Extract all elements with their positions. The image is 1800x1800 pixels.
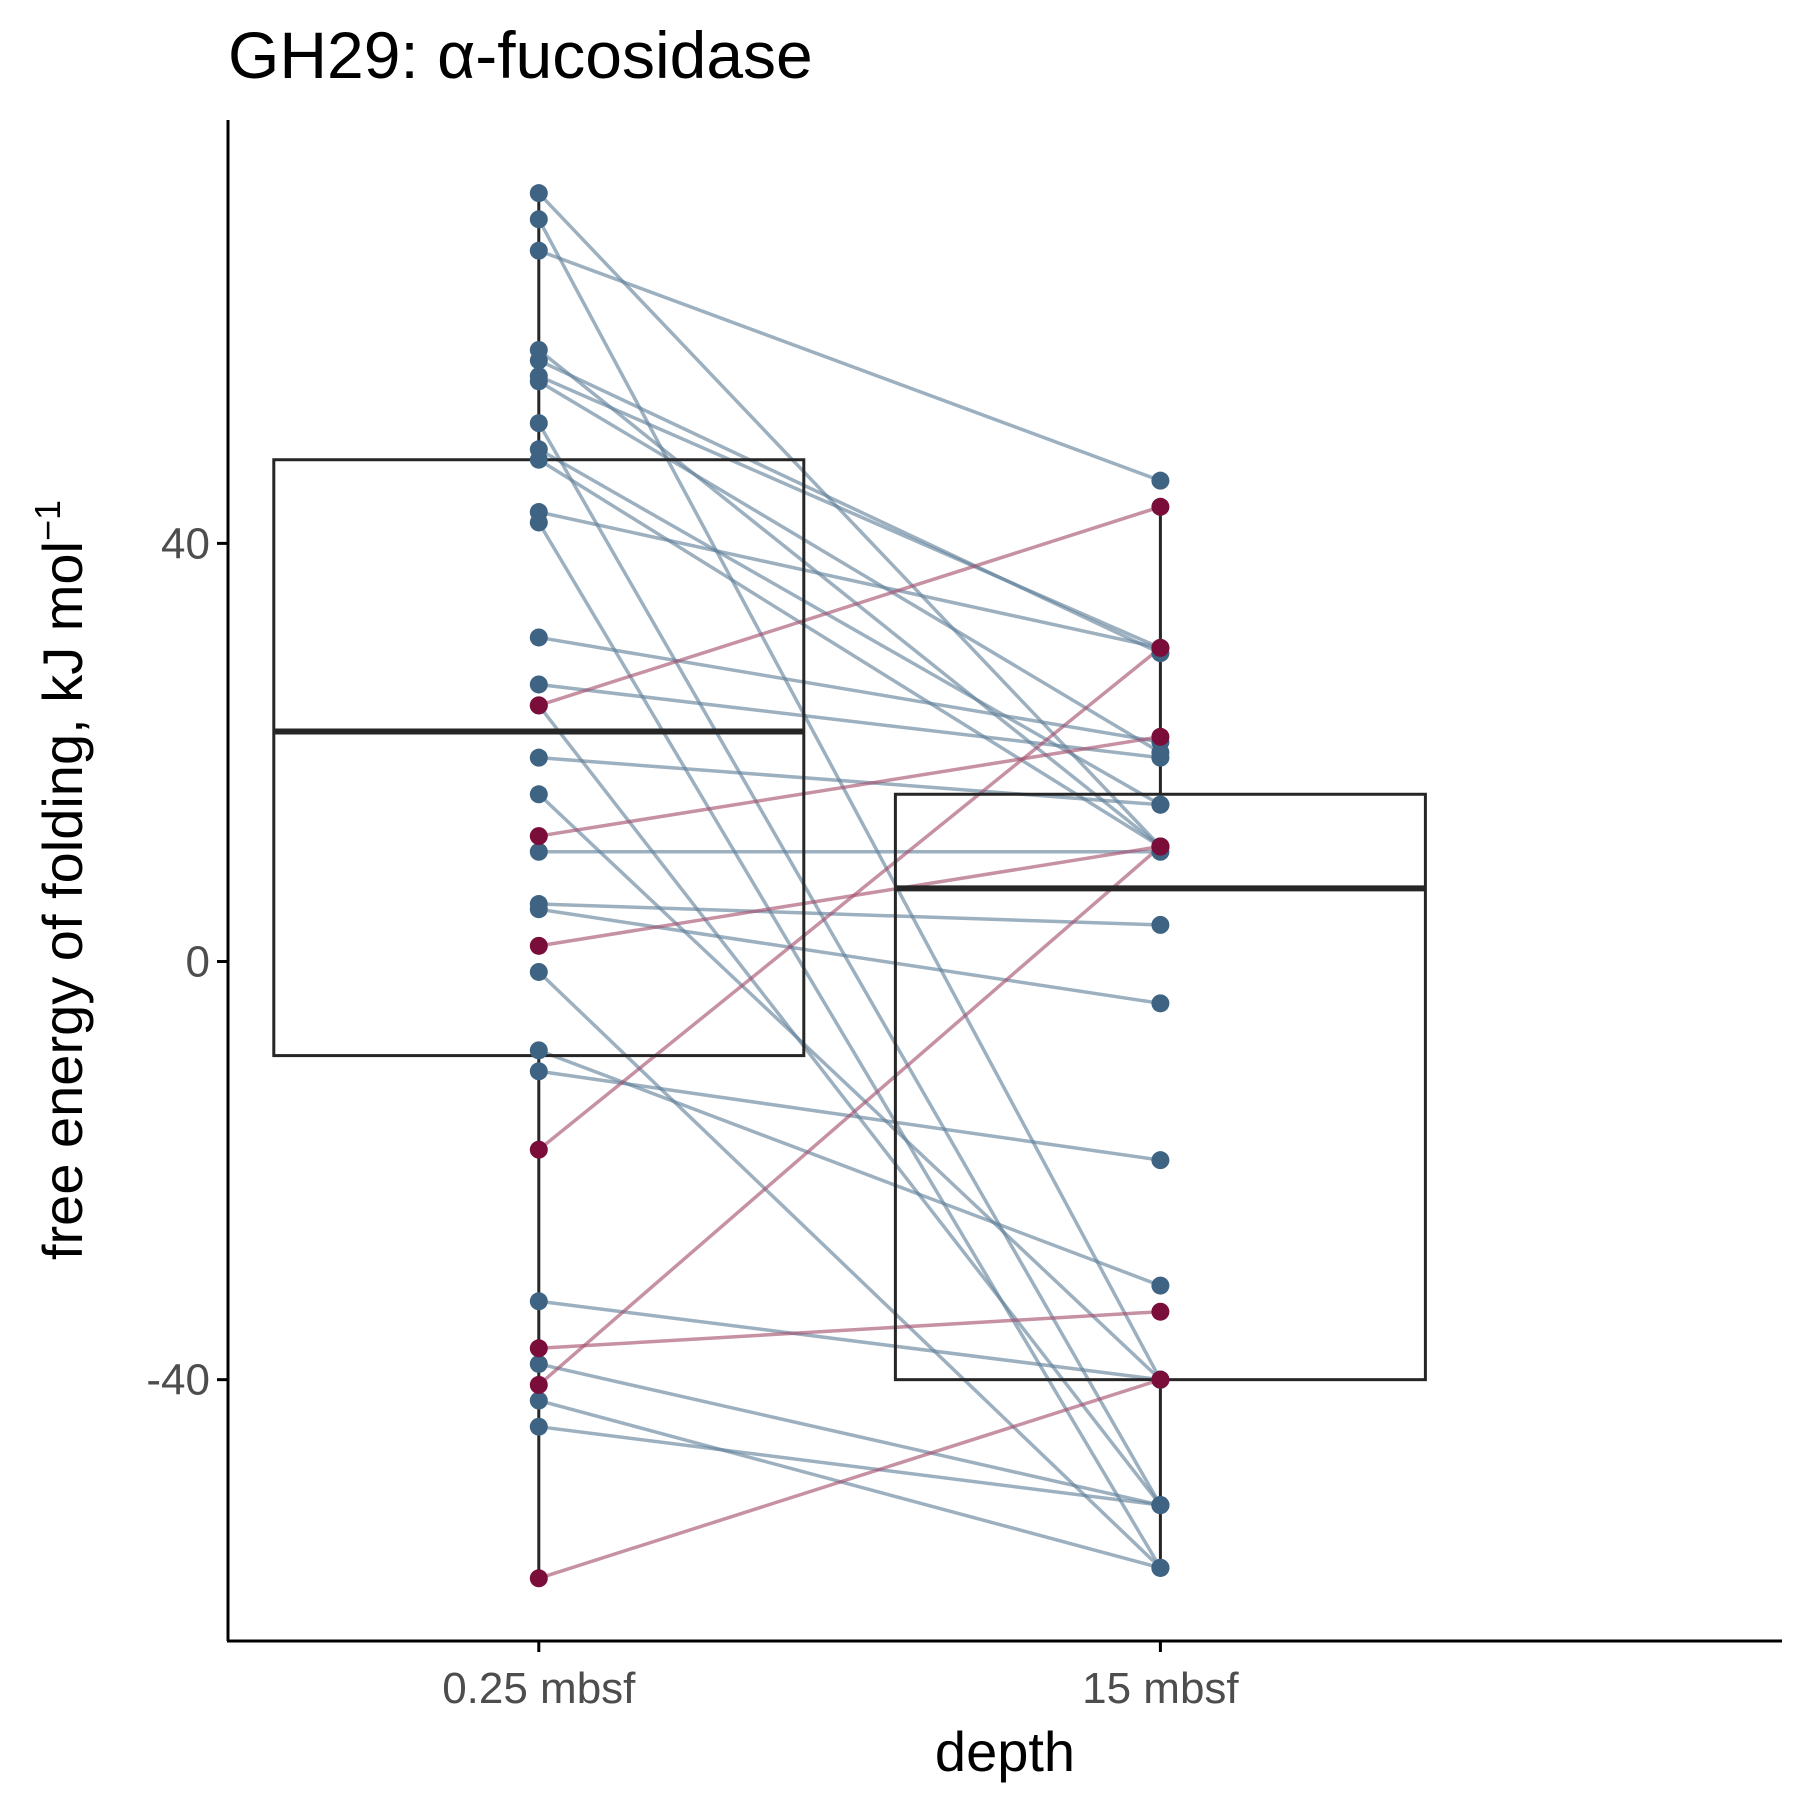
pair-line: [538, 844, 1161, 948]
data-point: [1151, 1302, 1170, 1321]
pair-line: [538, 635, 1161, 744]
pair-line: [537, 379, 1162, 754]
data-point: [529, 1140, 548, 1159]
pair-line: [538, 249, 1162, 483]
pair-line: [537, 218, 1162, 1381]
pair-line: [538, 1398, 1161, 1570]
x-tick-label: 15 mbsf: [1082, 1664, 1239, 1713]
data-point: [529, 351, 548, 370]
y-axis-title: free energy of folding, kJ mol−1: [27, 500, 94, 1260]
pair-line: [537, 646, 1162, 1152]
x-axis-title: depth: [935, 1720, 1075, 1783]
data-point: [529, 184, 548, 203]
data-point: [529, 675, 548, 694]
data-point: [1151, 471, 1170, 490]
data-point: [529, 1062, 548, 1081]
data-point: [1151, 795, 1170, 814]
pair-lines: [537, 191, 1162, 1580]
pair-line: [538, 510, 1161, 650]
pair-line: [538, 907, 1161, 1006]
data-point: [1151, 1370, 1170, 1389]
data-point: [529, 842, 548, 861]
data-point: [529, 1417, 548, 1436]
pair-line: [537, 704, 1162, 1507]
data-point: [1151, 497, 1170, 516]
data-point: [529, 1292, 548, 1311]
y-tick-label: 40: [161, 519, 210, 568]
pair-line: [538, 1309, 1161, 1351]
pair-line: [537, 348, 1162, 848]
chart-title: GH29: α-fucosidase: [228, 18, 813, 92]
y-axis-title-superscript: −1: [27, 500, 68, 541]
pair-line: [537, 845, 1162, 1387]
data-point: [529, 1569, 548, 1588]
data-point: [529, 513, 548, 532]
y-ticks: -40 0 40: [146, 519, 228, 1405]
data-point: [529, 450, 548, 469]
data-point: [1151, 1558, 1170, 1577]
pair-line: [537, 970, 1162, 1570]
data-point: [529, 962, 548, 981]
data-point: [529, 1375, 548, 1394]
pair-line: [538, 735, 1161, 838]
data-point: [529, 372, 548, 391]
data-point: [1151, 1276, 1170, 1295]
data-point: [1151, 727, 1170, 746]
pair-line: [538, 1362, 1161, 1507]
data-point: [529, 210, 548, 229]
data-point: [529, 1339, 548, 1358]
data-points: [529, 184, 1170, 1588]
boxplots: [272, 193, 1427, 1579]
data-point: [1151, 748, 1170, 767]
pair-line: [537, 792, 1162, 1381]
pair-line: [537, 458, 1162, 849]
data-point: [529, 900, 548, 919]
data-point: [529, 785, 548, 804]
pair-line: [538, 682, 1161, 760]
y-axis-title-text: free energy of folding, kJ mol: [31, 541, 94, 1260]
pair-line: [538, 1377, 1161, 1580]
y-tick-label: 0: [186, 938, 210, 987]
x-tick-label: 0.25 mbsf: [442, 1664, 636, 1713]
pair-line: [537, 422, 1162, 1506]
pair-line: [538, 755, 1161, 807]
data-point: [529, 241, 548, 260]
data-point: [1151, 994, 1170, 1013]
pair-line: [538, 358, 1162, 655]
pair-line: [538, 1299, 1161, 1382]
pair-line: [538, 374, 1162, 650]
pair-line: [538, 902, 1161, 927]
data-point: [529, 414, 548, 433]
y-tick-label: -40: [146, 1356, 210, 1405]
data-point: [1151, 638, 1170, 657]
data-point: [529, 1354, 548, 1373]
pair-line: [538, 1424, 1161, 1507]
data-point: [1151, 837, 1170, 856]
x-ticks: 0.25 mbsf 15 mbsf: [442, 1641, 1239, 1713]
data-point: [1151, 1496, 1170, 1515]
data-point: [529, 628, 548, 647]
data-point: [529, 748, 548, 767]
axes: -40 0 40 0.25 mbsf 15 mbsf: [146, 120, 1782, 1713]
pair-line: [537, 191, 1162, 848]
data-point: [529, 1391, 548, 1410]
pair-line: [538, 1048, 1162, 1288]
data-point: [529, 827, 548, 846]
pair-line: [538, 505, 1161, 708]
data-point: [1151, 1151, 1170, 1170]
data-point: [529, 696, 548, 715]
data-point: [529, 936, 548, 955]
data-point: [1151, 915, 1170, 934]
data-point: [529, 1041, 548, 1060]
